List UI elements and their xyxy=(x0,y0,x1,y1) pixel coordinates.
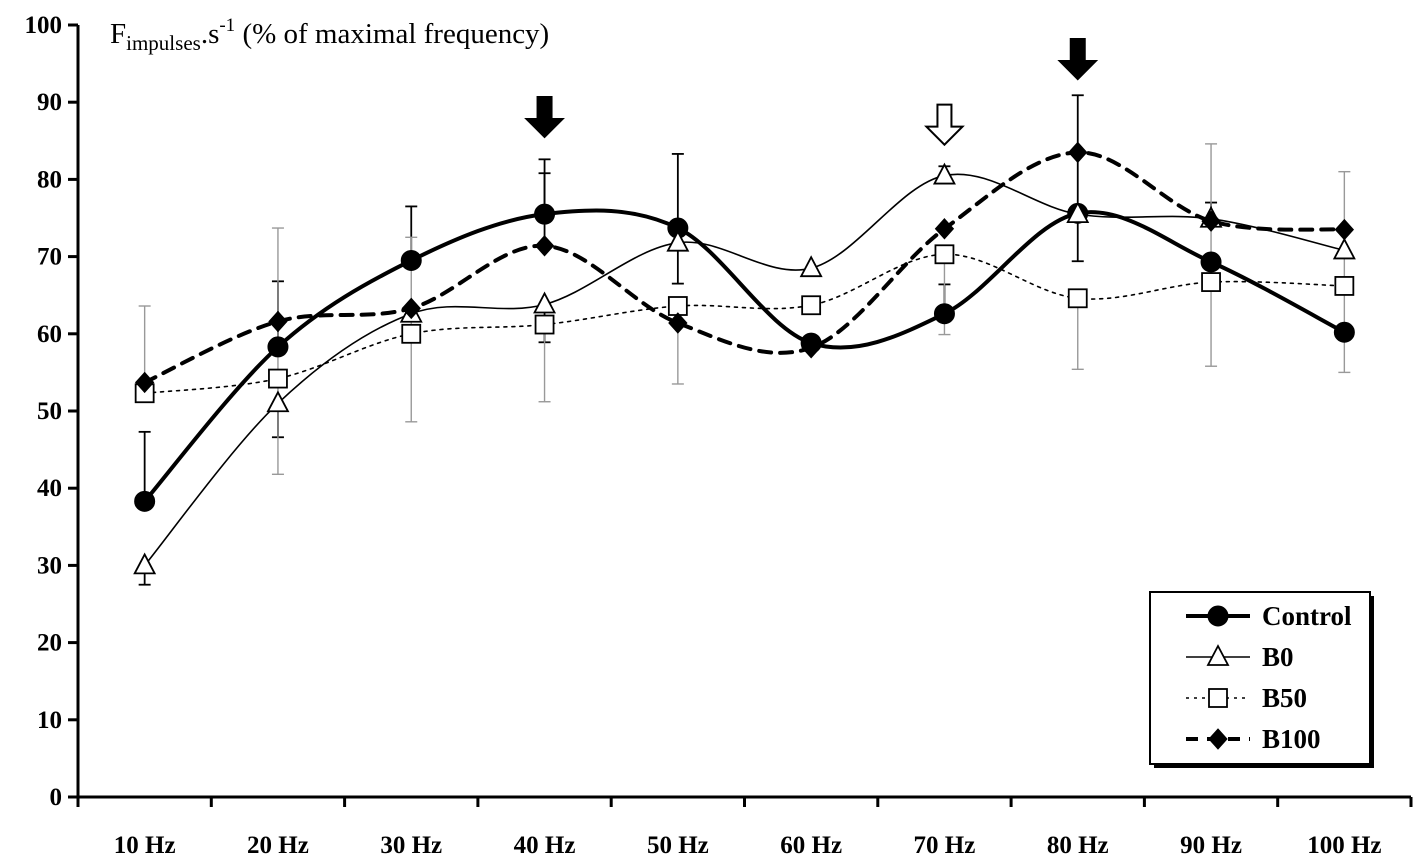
x-tick-label: 90 Hz xyxy=(1180,832,1242,859)
x-tick-label: 20 Hz xyxy=(247,832,309,859)
x-tick-label: 70 Hz xyxy=(914,832,976,859)
legend-label-b50: B50 xyxy=(1262,683,1307,713)
legend-label-b100: B100 xyxy=(1262,724,1321,754)
error-bars xyxy=(138,94,1351,586)
data-point-b100 xyxy=(934,218,955,240)
series-markers xyxy=(133,141,1356,575)
legend-marker-control xyxy=(1207,605,1229,627)
annotation-arrows xyxy=(524,38,1099,147)
x-tick-label: 30 Hz xyxy=(380,832,442,859)
data-point-control xyxy=(134,490,156,512)
y-tick-label: 0 xyxy=(50,784,63,811)
y-tick-label: 40 xyxy=(37,475,62,502)
data-point-control xyxy=(267,336,289,358)
data-point-control xyxy=(933,303,955,325)
filled-arrow-down-icon xyxy=(1057,38,1099,81)
y-tick-label: 20 xyxy=(37,630,62,657)
data-point-b0 xyxy=(1066,201,1090,224)
legend-marker-b50 xyxy=(1208,688,1228,708)
x-tick-label: 80 Hz xyxy=(1047,832,1109,859)
data-point-b100 xyxy=(801,336,821,359)
y-tick-label: 100 xyxy=(25,12,63,39)
x-tick-label: 40 Hz xyxy=(514,832,576,859)
data-point-b0 xyxy=(1332,237,1356,260)
data-point-control xyxy=(400,249,422,271)
chart-title: Fimpulses.s-1 (% of maximal frequency) xyxy=(110,15,549,55)
filled-arrow-down-icon xyxy=(524,95,565,139)
y-tick-label: 10 xyxy=(37,707,62,734)
series-line-b50 xyxy=(143,253,1346,395)
series-line-control xyxy=(142,208,1347,504)
data-point-b100 xyxy=(1334,218,1355,241)
data-point-control xyxy=(1333,321,1355,343)
y-tick-label: 90 xyxy=(37,89,62,116)
legend: Control B0 B50 B100 xyxy=(1149,591,1374,768)
series-line-b100 xyxy=(142,150,1347,385)
y-tick-label: 70 xyxy=(37,244,62,271)
x-axis-ticks: 10 Hz 20 Hz 30 Hz 40 Hz 50 Hz 60 Hz 70 Hz 80 Hz… xyxy=(76,797,1413,859)
x-tick-label: 60 Hz xyxy=(780,832,842,859)
data-point-control xyxy=(534,203,556,225)
data-point-b0 xyxy=(133,552,157,575)
data-point-b50 xyxy=(934,244,955,265)
data-point-b100 xyxy=(1068,141,1088,164)
data-point-b100 xyxy=(1201,210,1221,232)
data-point-b100 xyxy=(668,312,688,334)
open-arrow-down-icon xyxy=(924,103,965,147)
legend-marker-b0 xyxy=(1206,644,1230,666)
data-point-b0 xyxy=(799,255,823,278)
y-tick-label: 80 xyxy=(37,166,62,193)
data-point-b0 xyxy=(932,162,956,185)
data-point-b100 xyxy=(534,235,555,257)
y-tick-label: 30 xyxy=(37,552,62,579)
series-line-b0 xyxy=(143,173,1346,567)
data-point-b50 xyxy=(801,295,822,316)
y-tick-label: 50 xyxy=(37,398,62,425)
data-point-b50 xyxy=(1201,272,1221,292)
data-point-b100 xyxy=(134,371,155,394)
x-tick-label: 50 Hz xyxy=(647,832,709,859)
data-point-b0 xyxy=(533,291,557,314)
data-point-b0 xyxy=(666,229,690,252)
x-tick-label: 100 Hz xyxy=(1307,832,1381,859)
y-axis-ticks: 0 10 20 30 40 50 60 70 80 90 100 xyxy=(25,12,78,811)
data-point-b0 xyxy=(266,390,290,413)
y-tick-label: 60 xyxy=(37,321,62,348)
legend-box xyxy=(1149,591,1371,765)
data-point-b50 xyxy=(401,323,422,344)
data-point-b50 xyxy=(534,314,555,335)
data-point-b50 xyxy=(1334,276,1355,296)
data-point-b50 xyxy=(1067,288,1088,309)
legend-label-control: Control xyxy=(1262,601,1352,631)
data-point-b100 xyxy=(268,310,288,333)
x-tick-label: 10 Hz xyxy=(114,832,176,859)
data-point-b100 xyxy=(401,297,421,320)
legend-marker-b100 xyxy=(1208,728,1228,750)
series-lines xyxy=(142,150,1347,567)
data-point-control xyxy=(1200,251,1222,273)
legend-label-b0: B0 xyxy=(1262,642,1294,672)
data-point-b50 xyxy=(268,368,288,389)
